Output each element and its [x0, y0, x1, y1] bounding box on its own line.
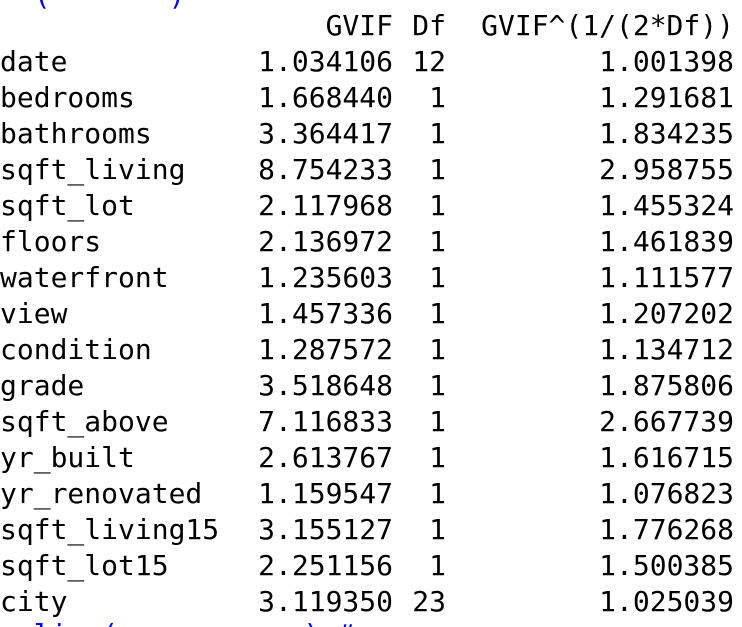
row-gvif: 2.117968: [258, 189, 393, 222]
table-row: view 1.457336 1 1.207202: [0, 296, 742, 332]
row-gvif-adjusted: 1.500385: [599, 549, 734, 582]
row-name: sqft_lot15: [0, 549, 169, 582]
row-name: sqft_lot: [0, 189, 135, 222]
row-gvif-adjusted: 1.834235: [599, 117, 734, 150]
table-header-row: GVIF Df GVIF^(1/(2*Df)): [0, 8, 742, 44]
row-name: bathrooms: [0, 117, 152, 150]
header-gvif: GVIF: [325, 9, 393, 42]
row-df: 1: [429, 513, 446, 546]
row-df: 12: [412, 45, 446, 78]
row-df: 1: [429, 261, 446, 294]
table-row: grade 3.518648 1 1.875806: [0, 368, 742, 404]
row-gvif: 1.235603: [258, 261, 393, 294]
row-gvif-adjusted: 1.111577: [599, 261, 734, 294]
row-gvif-adjusted: 2.667739: [599, 405, 734, 438]
table-row: sqft_above 7.116833 1 2.667739: [0, 404, 742, 440]
table-row: floors 2.136972 1 1.461839: [0, 224, 742, 260]
row-gvif-adjusted: 1.776268: [599, 513, 734, 546]
clipped-command-line-bottom: lin ( ~ . , ) # ...: [0, 617, 422, 627]
table-row: bedrooms 1.668440 1 1.291681: [0, 80, 742, 116]
row-gvif: 2.613767: [258, 441, 393, 474]
row-name: sqft_living: [0, 153, 186, 186]
row-gvif: 1.668440: [258, 81, 393, 114]
header-gvif-adjusted: GVIF^(1/(2*Df)): [481, 9, 734, 42]
row-name: sqft_above: [0, 405, 169, 438]
table-row: sqft_living 8.754233 1 2.958755: [0, 152, 742, 188]
row-gvif: 1.034106: [258, 45, 393, 78]
row-name: date: [0, 45, 68, 78]
row-df: 1: [429, 117, 446, 150]
row-gvif-adjusted: 1.291681: [599, 81, 734, 114]
row-df: 1: [429, 405, 446, 438]
row-df: 1: [429, 369, 446, 402]
row-name: bedrooms: [0, 81, 135, 114]
row-gvif-adjusted: 1.134712: [599, 333, 734, 366]
row-gvif: 8.754233: [258, 153, 393, 186]
row-gvif: 3.364417: [258, 117, 393, 150]
row-df: 23: [412, 585, 446, 618]
row-gvif-adjusted: 1.461839: [599, 225, 734, 258]
table-row: city 3.119350 23 1.025039: [0, 584, 742, 620]
row-gvif-adjusted: 1.001398: [599, 45, 734, 78]
row-name: yr_built: [0, 441, 135, 474]
row-gvif: 3.155127: [258, 513, 393, 546]
table-row: yr_renovated 1.159547 1 1.076823: [0, 476, 742, 512]
row-gvif-adjusted: 1.875806: [599, 369, 734, 402]
table-row: date 1.034106 12 1.001398: [0, 44, 742, 80]
table-row: sqft_living15 3.155127 1 1.776268: [0, 512, 742, 548]
header-df: Df: [412, 9, 446, 42]
clipped-command-line-top: ( ): [0, 0, 186, 14]
table-row: sqft_lot 2.117968 1 1.455324: [0, 188, 742, 224]
table-row: waterfront 1.235603 1 1.111577: [0, 260, 742, 296]
row-gvif-adjusted: 1.455324: [599, 189, 734, 222]
row-gvif: 1.159547: [258, 477, 393, 510]
row-df: 1: [429, 153, 446, 186]
row-gvif: 1.287572: [258, 333, 393, 366]
row-gvif: 7.116833: [258, 405, 393, 438]
table-body: date 1.034106 12 1.001398 bedrooms 1.668440 1 1…: [0, 44, 742, 620]
row-name: yr_renovated: [0, 477, 203, 510]
row-df: 1: [429, 189, 446, 222]
table-row: bathrooms 3.364417 1 1.834235: [0, 116, 742, 152]
table-row: yr_built 2.613767 1 1.616715: [0, 440, 742, 476]
row-df: 1: [429, 441, 446, 474]
row-name: city: [0, 585, 68, 618]
row-name: waterfront: [0, 261, 169, 294]
row-gvif: 1.457336: [258, 297, 393, 330]
row-name: view: [0, 297, 68, 330]
row-gvif-adjusted: 1.207202: [599, 297, 734, 330]
row-gvif-adjusted: 1.076823: [599, 477, 734, 510]
row-gvif: 2.136972: [258, 225, 393, 258]
table-row: condition 1.287572 1 1.134712: [0, 332, 742, 368]
row-gvif: 3.119350: [258, 585, 393, 618]
row-df: 1: [429, 81, 446, 114]
row-gvif-adjusted: 1.616715: [599, 441, 734, 474]
gvif-table: GVIF Df GVIF^(1/(2*Df)) date 1.034106 12 1.…: [0, 8, 742, 620]
row-gvif-adjusted: 1.025039: [599, 585, 734, 618]
row-name: sqft_living15: [0, 513, 220, 546]
row-df: 1: [429, 225, 446, 258]
row-df: 1: [429, 297, 446, 330]
row-name: condition: [0, 333, 152, 366]
row-df: 1: [429, 549, 446, 582]
row-gvif: 2.251156: [258, 549, 393, 582]
row-gvif-adjusted: 2.958755: [599, 153, 734, 186]
row-df: 1: [429, 333, 446, 366]
row-name: floors: [0, 225, 102, 258]
row-name: grade: [0, 369, 85, 402]
table-row: sqft_lot15 2.251156 1 1.500385: [0, 548, 742, 584]
row-df: 1: [429, 477, 446, 510]
row-gvif: 3.518648: [258, 369, 393, 402]
